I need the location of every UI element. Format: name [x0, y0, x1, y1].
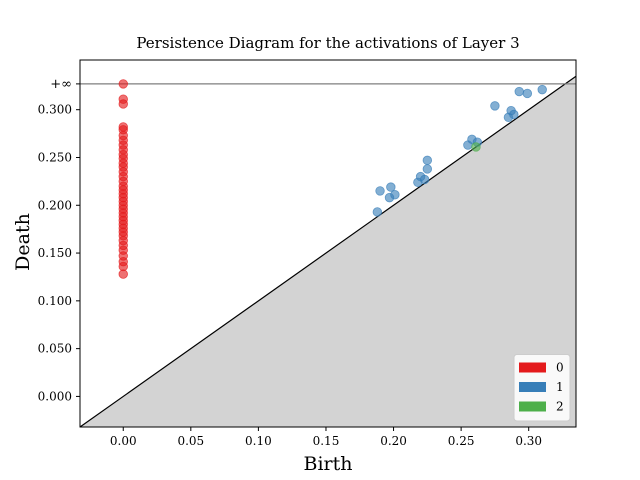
- point-series-1: [375, 186, 385, 196]
- legend-swatch-2: [519, 401, 546, 412]
- plot-area: 0.00 0.05 0.10 0.15 0.20 0.25 0.30 0.000 0.050 0.…: [38, 59, 577, 448]
- point-series-0: [118, 79, 128, 89]
- y-tick-label: 0.100: [38, 294, 72, 308]
- point-series-1: [372, 207, 383, 217]
- x-axis-label: Birth: [304, 453, 353, 475]
- legend-label-0: 0: [556, 361, 564, 375]
- x-tick-label: 0.05: [177, 434, 204, 448]
- diagonal-line: [79, 75, 577, 428]
- point-series-1: [514, 86, 524, 97]
- x-tick-label: 0.10: [245, 434, 272, 448]
- point-series-1: [422, 155, 433, 166]
- x-tick-label: 0.25: [448, 434, 475, 448]
- legend: 0 1 2: [513, 354, 571, 422]
- legend-swatch-0: [519, 362, 546, 373]
- axes-frame: [79, 59, 577, 428]
- x-tick-label: 0.30: [515, 434, 542, 448]
- infinity-tick-label: +∞: [50, 77, 72, 92]
- point-series-1: [390, 190, 400, 200]
- chart-title: Persistence Diagram for the activations …: [136, 34, 519, 52]
- y-tick-label: 0.000: [38, 389, 72, 403]
- y-tick-label: 0.150: [38, 246, 72, 260]
- x-tick-label: 0.20: [380, 434, 407, 448]
- point-series-0: [118, 122, 128, 132]
- legend-label-1: 1: [556, 380, 564, 394]
- legend-swatch-1: [519, 382, 546, 392]
- point-series-1: [490, 101, 500, 111]
- legend-label-2: 2: [556, 400, 564, 414]
- y-tick-label: 0.050: [38, 342, 72, 356]
- point-series-1: [537, 84, 547, 95]
- y-tick-label: 0.300: [38, 103, 72, 117]
- point-series-1: [422, 164, 433, 174]
- point-series-1: [509, 109, 519, 120]
- y-tick-label: 0.200: [38, 198, 72, 212]
- y-axis-label: Death: [12, 213, 34, 271]
- x-tick-label: 0.15: [313, 434, 340, 448]
- point-series-0: [118, 94, 128, 104]
- point-series-1: [386, 182, 396, 192]
- point-series-1: [419, 174, 430, 185]
- x-tick-label: 0.00: [110, 434, 137, 448]
- y-tick-label: 0.250: [38, 150, 72, 164]
- point-series-2: [471, 142, 481, 152]
- point-series-1: [522, 88, 533, 99]
